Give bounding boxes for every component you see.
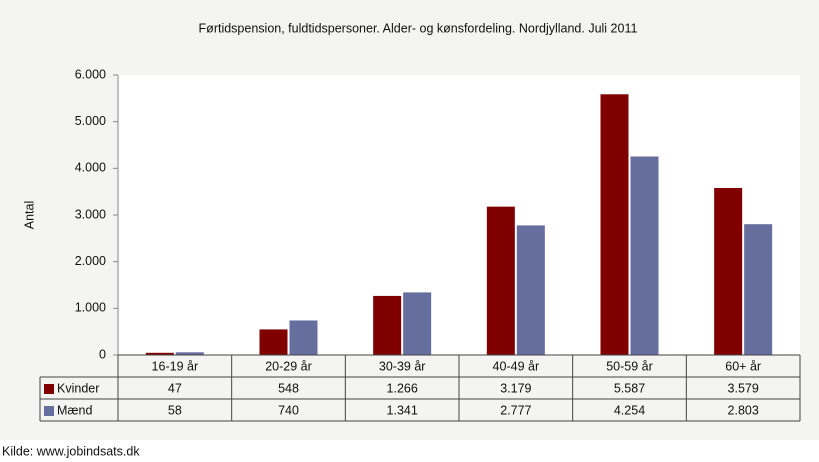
bar [744, 224, 773, 355]
x-tick-label: 60+ år [725, 359, 761, 373]
table-value: 1.341 [387, 403, 418, 417]
legend-swatch [44, 406, 54, 416]
x-tick-label: 50-59 år [606, 359, 653, 373]
bar [373, 295, 402, 355]
y-tick-label: 1.000 [75, 301, 106, 315]
legend-label: Mænd [57, 403, 92, 417]
y-axis-label: Antal [22, 201, 36, 230]
table-value: 3.179 [500, 381, 531, 395]
x-tick-label: 20-29 år [265, 359, 312, 373]
legend-swatch [44, 384, 54, 394]
table-value: 3.579 [728, 381, 759, 395]
bar [289, 320, 318, 355]
bar [175, 352, 204, 355]
y-tick-label: 6.000 [75, 67, 106, 81]
source: Kilde: www.jobindsats.dk [2, 444, 140, 458]
bar [259, 329, 288, 355]
plot-area [118, 75, 800, 355]
x-tick-label: 30-39 år [379, 359, 426, 373]
y-tick-label: 2.000 [75, 254, 106, 268]
legend-label: Kvinder [57, 381, 99, 395]
y-tick-label: 3.000 [75, 207, 106, 221]
chart-title: Førtidspension, fuldtidspersoner. Alder-… [199, 21, 638, 35]
bar [145, 352, 174, 355]
x-tick-label: 16-19 år [152, 359, 199, 373]
table-value: 2.803 [728, 403, 759, 417]
table-value: 1.266 [387, 381, 418, 395]
y-tick-label: 5.000 [75, 114, 106, 128]
table-value: 5.587 [614, 381, 645, 395]
y-tick-label: 4.000 [75, 161, 106, 175]
x-tick-label: 40-49 år [493, 359, 540, 373]
bar [714, 187, 743, 355]
bar [600, 94, 629, 356]
y-tick-label: 0 [99, 347, 106, 361]
table-value: 4.254 [614, 403, 645, 417]
bar [486, 206, 515, 355]
table-value: 548 [278, 381, 299, 395]
table-value: 2.777 [500, 403, 531, 417]
table-value: 47 [168, 381, 182, 395]
bar [516, 225, 545, 355]
bar [403, 292, 432, 355]
bar [630, 156, 659, 355]
table-value: 740 [278, 403, 299, 417]
table-value: 58 [168, 403, 182, 417]
